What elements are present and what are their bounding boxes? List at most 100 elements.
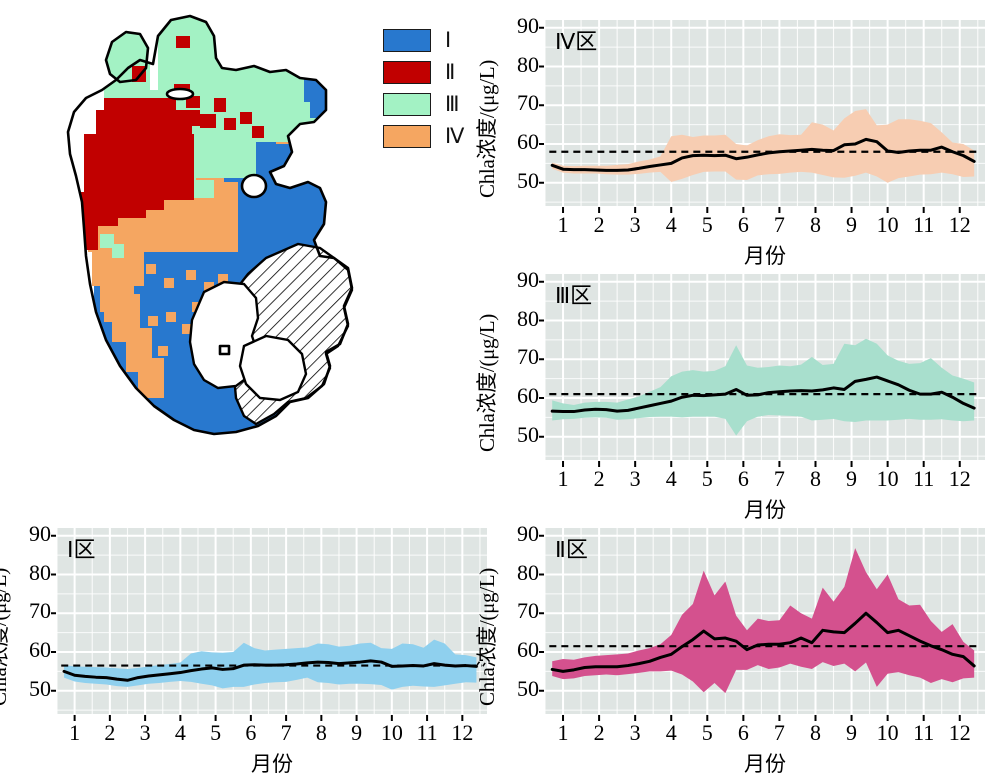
panel-IV-xlabel: 月份 [744, 244, 786, 268]
panel-III-tickmarks [539, 280, 961, 467]
panel-IV-xtick-9: 9 [846, 212, 858, 237]
chart-panel-IV: Ⅳ区 50 60 70 80 90 1 2 3 4 5 6 7 8 9 10 11 12 Chla浓度/(μg/L)… [475, 8, 1000, 268]
legend-label-I: Ⅰ [445, 27, 452, 52]
panel-title-I: Ⅰ区 [67, 537, 96, 562]
chart-panel-II: Ⅱ区 50 60 70 80 90 1 2 3 4 5 6 7 8 9 10 11 12 Chla浓度/(μg/L)… [475, 516, 1000, 776]
panel-I-ytick-70: 70 [29, 598, 51, 624]
panel-IV-ytick-70: 70 [517, 90, 539, 116]
panel-IV-tickmarks [539, 26, 961, 213]
panel-IV-xtick-2: 2 [593, 212, 605, 237]
panel-II-xtick-10: 10 [876, 720, 899, 745]
panel-II-xtick-2: 2 [593, 720, 605, 745]
panel-IV-xtick-3: 3 [629, 212, 641, 237]
panel-IV-ytick-90: 90 [517, 12, 539, 38]
panel-II-ytick-90: 90 [517, 520, 539, 546]
panel-I-ytick-50: 50 [29, 675, 51, 701]
panel-title-IV: Ⅳ区 [555, 29, 598, 54]
panel-III-uncertainty-band [552, 338, 975, 436]
panel-III-xtick-7: 7 [773, 466, 785, 491]
panel-III-ytick-70: 70 [517, 344, 539, 370]
panel-III-ylabel: Chla浓度/(μg/L) [475, 313, 499, 452]
map-hatched-region [188, 242, 354, 426]
panel-II-ytick-50: 50 [517, 675, 539, 701]
panel-II-xtick-11: 11 [913, 720, 935, 745]
legend-label-III: Ⅲ [445, 91, 460, 116]
panel-III-xtick-12: 12 [948, 466, 971, 491]
panel-III-xtick-4: 4 [665, 466, 677, 491]
legend-row-I: Ⅰ [383, 24, 493, 56]
panel-II-tickmarks [539, 534, 961, 721]
chart-panel-I: Ⅰ区 50 60 70 80 90 1 2 3 4 5 6 7 8 9 10 11 12 Chla浓度/(μg/L)… [0, 516, 500, 776]
panel-II-xtick-1: 1 [557, 720, 569, 745]
panel-I-xtick-12: 12 [451, 720, 474, 745]
panel-IV-xtick-8: 8 [809, 212, 821, 237]
panel-III-ytick-60: 60 [517, 383, 539, 408]
panel-II-mean-line [550, 611, 976, 673]
panel-IV-xtick-7: 7 [773, 212, 785, 237]
panel-II-ytick-60: 60 [517, 637, 539, 662]
panel-I-xtick-9: 9 [351, 720, 363, 745]
legend-row-IV: Ⅳ [383, 120, 493, 152]
panel-II-svg [539, 528, 985, 721]
panel-III-xtick-5: 5 [701, 466, 713, 491]
panel-III-svg [539, 274, 985, 467]
panel-III-xlabel: 月份 [744, 498, 786, 522]
panel-II-xlabel: 月份 [744, 752, 786, 776]
panel-IV-ytick-80: 80 [517, 51, 539, 77]
panel-III-ytick-50: 50 [517, 421, 539, 447]
panel-III-xtick-10: 10 [876, 466, 899, 491]
panel-III-xtick-2: 2 [593, 466, 605, 491]
panel-I-xtick-6: 6 [245, 720, 257, 745]
panel-II-ylabel: Chla浓度/(μg/L) [475, 567, 499, 706]
panel-I-ytick-90: 90 [29, 520, 51, 546]
panel-II-xtick-5: 5 [701, 720, 713, 745]
panel-II-xtick-4: 4 [665, 720, 677, 745]
zone-I-swatch [383, 28, 431, 52]
zone-II-swatch [383, 60, 431, 84]
legend-label-IV: Ⅳ [445, 123, 465, 148]
map-outline [66, 14, 354, 436]
panel-IV-xtick-11: 11 [913, 212, 935, 237]
panel-III-xtick-3: 3 [629, 466, 641, 491]
panel-III-xtick-9: 9 [846, 466, 858, 491]
panel-II-xtick-7: 7 [773, 720, 785, 745]
panel-I-xtick-7: 7 [280, 720, 292, 745]
panel-I-xtick-2: 2 [104, 720, 116, 745]
panel-III-xtick-1: 1 [557, 466, 569, 491]
panel-I-xtick-5: 5 [210, 720, 222, 745]
panel-I-xtick-11: 11 [416, 720, 438, 745]
zone-legend: Ⅰ Ⅱ Ⅲ Ⅳ [383, 24, 493, 152]
legend-row-III: Ⅲ [383, 88, 493, 120]
panel-II-xtick-12: 12 [948, 720, 971, 745]
panel-I-ylabel: Chla浓度/(μg/L) [0, 567, 11, 706]
panel-IV-ytick-50: 50 [517, 167, 539, 193]
panel-title-II: Ⅱ区 [555, 537, 588, 562]
panel-II-xtick-6: 6 [737, 720, 749, 745]
panel-IV-xtick-1: 1 [557, 212, 569, 237]
panel-III-ytick-80: 80 [517, 305, 539, 331]
zone-IV-swatch [383, 124, 431, 148]
panel-I-xlabel: 月份 [251, 752, 293, 776]
panel-III-xtick-6: 6 [737, 466, 749, 491]
panel-III-xtick-8: 8 [809, 466, 821, 491]
panel-I-tickmarks [51, 534, 464, 721]
panel-III-mean-line [550, 375, 976, 414]
panel-IV-ylabel: Chla浓度/(μg/L) [475, 59, 499, 198]
panel-I-svg [51, 528, 487, 721]
panel-IV-xtick-10: 10 [876, 212, 899, 237]
panel-II-xtick-9: 9 [846, 720, 858, 745]
panel-I-mean-line [62, 659, 478, 682]
panel-II-ytick-70: 70 [517, 598, 539, 624]
panel-I-xtick-8: 8 [315, 720, 327, 745]
legend-row-II: Ⅱ [383, 56, 493, 88]
panel-title-III: Ⅲ区 [555, 283, 593, 308]
lake-taihu-zoning-map [8, 6, 378, 501]
panel-IV-plot-area [545, 20, 985, 206]
panel-IV-xtick-12: 12 [948, 212, 971, 237]
panel-I-xtick-3: 3 [139, 720, 151, 745]
chart-panel-III: Ⅲ区 50 60 70 80 90 1 2 3 4 5 6 7 8 9 10 11 12 Chla浓度/(μg/L)… [475, 262, 1000, 522]
zone-III-swatch [383, 92, 431, 116]
panel-III-xtick-11: 11 [913, 466, 935, 491]
legend-label-II: Ⅱ [445, 59, 456, 84]
